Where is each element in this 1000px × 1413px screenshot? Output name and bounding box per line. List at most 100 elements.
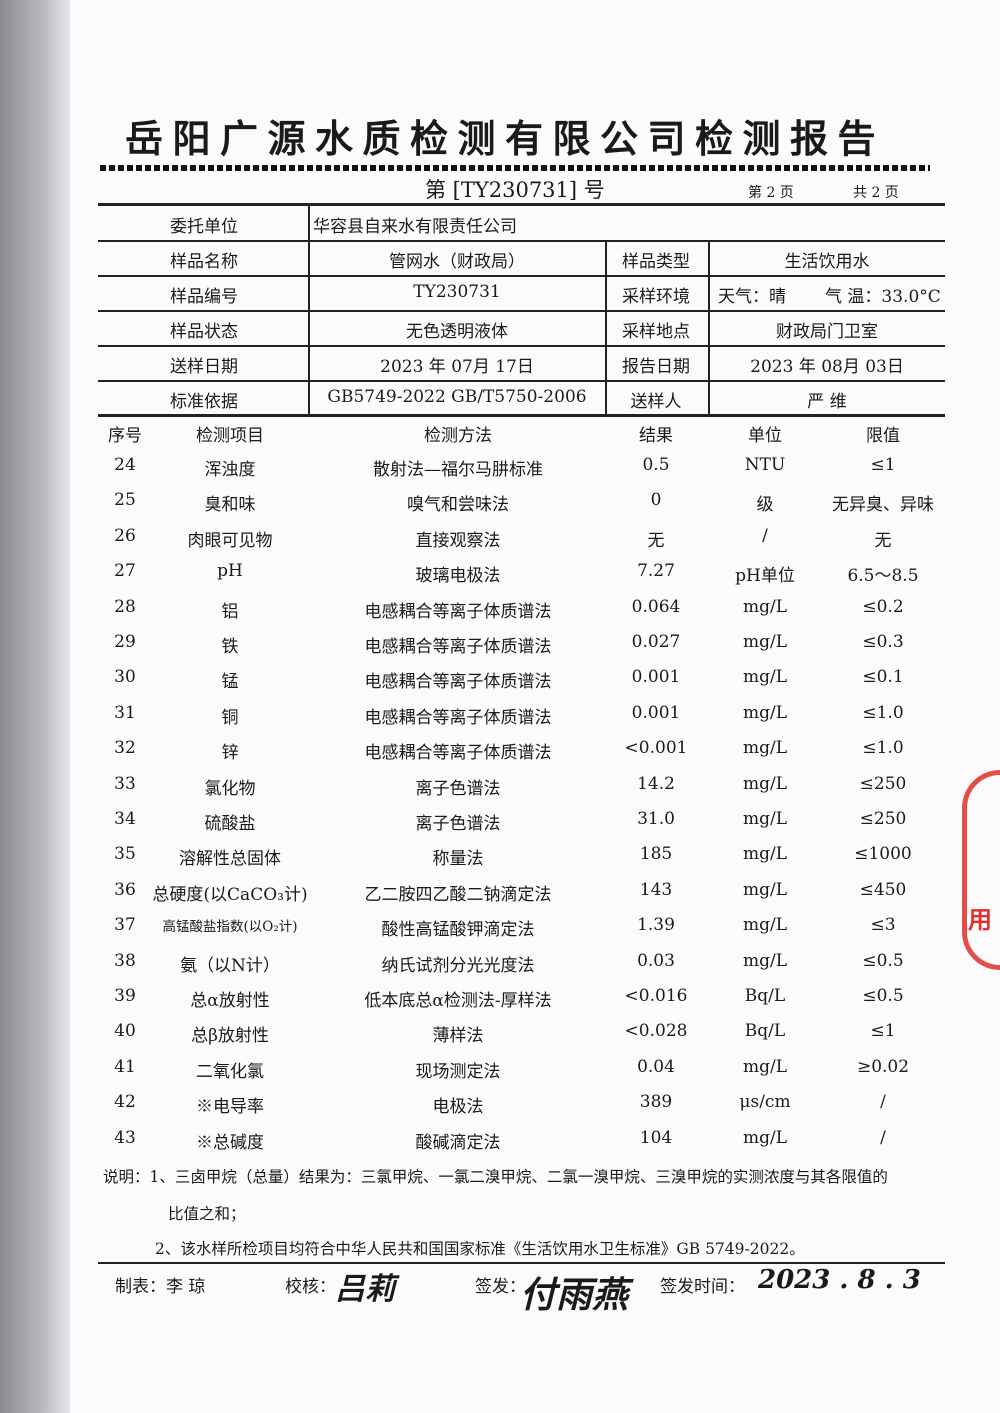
cell-no: 37 [114,915,136,936]
table-row: 30 锰 电感耦合等离子体质谱法 0.001 mg/L ≤0.1 [0,667,1000,697]
info-value: 管网水（财政局） [389,252,525,272]
issuer-signature: 付雨燕 [520,1274,629,1316]
info-label: 采样地点 [622,322,690,342]
table-row: 37 高锰酸盐指数(以O₂计) 酸性高锰酸钾滴定法 1.39 mg/L ≤3 [0,915,1000,945]
header-cell: 序号 [108,426,142,446]
cell-method: 离子色谱法 [415,778,501,799]
dotted-divider [100,165,930,171]
cell-limit: ≤0.3 [862,632,904,652]
cell-item: 总β放射性 [191,1026,269,1047]
info-value: 华容县自来水有限责任公司 [313,217,517,237]
cell-result: 7.27 [637,561,675,582]
table-row: 43 ※总碱度 酸碱滴定法 104 mg/L / [0,1128,1000,1158]
table-row: 36 总硬度(以CaCO₃计) 乙二胺四乙酸二钠滴定法 143 mg/L ≤450 [0,880,1000,910]
table-rule [98,310,945,312]
table-row: 27 pH 玻璃电极法 7.27 pH单位 6.5～8.5 [0,561,1000,591]
cell-method: 电感耦合等离子体质谱法 [364,743,552,764]
note-1-cont: 比值之和； [168,1205,246,1223]
official-stamp [962,770,1000,970]
info-label: 采样环境 [622,287,690,307]
cell-limit: ≤1.0 [862,738,904,759]
info-label: 委托单位 [170,217,238,237]
table-row: 28 铝 电感耦合等离子体质谱法 0.064 mg/L ≤0.2 [0,597,1000,627]
cell-item: pH [217,561,243,582]
cell-limit: ≤1000 [854,844,912,865]
cell-unit: pH单位 [735,566,795,587]
cell-no: 31 [114,702,136,723]
cell-item: 总α放射性 [190,991,270,1011]
info-value: 无色透明液体 [406,322,508,342]
page-total: 共 2 页 [853,185,899,201]
info-label: 送样人 [630,392,682,412]
cell-no: 26 [114,525,136,546]
cell-item: 铁 [221,637,239,657]
cell-result: <0.028 [624,1021,688,1042]
cell-result: 185 [639,844,673,865]
cell-method: 电感耦合等离子体质谱法 [364,601,552,622]
cell-method: 低本底总α检测法-厚样法 [364,991,552,1011]
cell-no: 40 [114,1021,136,1042]
table-row: 32 锌 电感耦合等离子体质谱法 <0.001 mg/L ≤1.0 [0,738,1000,768]
issue-time-label: 签发时间： [660,1277,745,1297]
cell-unit: mg/L [742,596,788,617]
cell-result: 0.03 [637,950,675,971]
cell-no: 24 [114,455,136,475]
table-row: 26 肉眼可见物 直接观察法 无 / 无 [0,526,1000,556]
cell-method: 纳氏试剂分光光度法 [381,955,535,976]
cell-limit: ≤0.5 [862,986,904,1006]
cell-result: 0.001 [631,667,681,688]
cell-unit: mg/L [742,773,788,794]
cell-no: 38 [114,950,136,971]
cell-unit: NTU [744,455,786,475]
cell-limit: ≤450 [859,879,907,900]
table-row: 31 铜 电感耦合等离子体质谱法 0.001 mg/L ≤1.0 [0,703,1000,733]
cell-item: 高锰酸盐指数(以O₂计) [162,919,298,936]
table-row: 25 臭和味 嗅气和尝味法 0 级 无异臭、异味 [0,490,1000,520]
cell-limit: / [880,1127,886,1148]
info-value: TY230731 [413,282,501,302]
cell-item: 臭和味 [204,495,256,516]
table-rule [98,203,945,206]
cell-result: 14.2 [637,773,675,794]
table-row: 42 ※电导率 电极法 389 μs/cm / [0,1092,1000,1122]
cell-unit: mg/L [742,632,788,652]
cell-result: 0.04 [637,1056,675,1077]
cell-method: 玻璃电极法 [415,566,501,587]
cell-no: 27 [114,561,136,582]
cell-no: 30 [114,667,136,688]
column-rule [308,203,310,414]
table-row: 24 浑浊度 散射法—福尔马肼标准 0.5 NTU ≤1 [0,455,1000,485]
maker: 制表：李 琼 [115,1277,206,1297]
cell-result: 143 [639,879,673,900]
cell-method: 乙二胺四乙酸二钠滴定法 [364,884,552,905]
cell-result: 0.001 [631,702,681,723]
cell-result: 无 [647,530,665,551]
cell-method: 散射法—福尔马肼标准 [373,460,543,480]
info-value: 财政局门卫室 [776,322,878,342]
stamp-text: 用 [968,906,992,934]
cell-no: 28 [114,596,136,617]
cell-result: 389 [639,1092,673,1113]
cell-item: 浑浊度 [204,460,256,480]
cell-unit: Bq/L [744,1021,786,1042]
cell-unit: mg/L [742,1127,788,1148]
cell-result: 0.5 [642,455,670,475]
cell-result: 1.39 [637,915,675,936]
cell-item: ※总碱度 [196,1132,264,1153]
table-row: 38 氨（以N计） 纳氏试剂分光光度法 0.03 mg/L ≤0.5 [0,951,1000,981]
cell-item: 肉眼可见物 [187,530,273,551]
cell-no: 25 [114,490,136,511]
table-rule [98,345,945,347]
cell-limit: ≤3 [870,915,896,936]
header-cell: 单位 [748,426,782,446]
cell-no: 35 [114,844,136,865]
cell-item: 硫酸盐 [204,814,256,834]
cell-no: 34 [114,809,136,829]
cell-method: 酸性高锰酸钾滴定法 [381,920,535,941]
cell-method: 电感耦合等离子体质谱法 [364,707,552,728]
cell-unit: mg/L [742,738,788,759]
cell-method: 直接观察法 [415,530,501,551]
info-value: 严 维 [807,392,847,412]
cell-item: 总硬度(以CaCO₃计) [152,884,308,905]
cell-no: 32 [114,738,136,759]
